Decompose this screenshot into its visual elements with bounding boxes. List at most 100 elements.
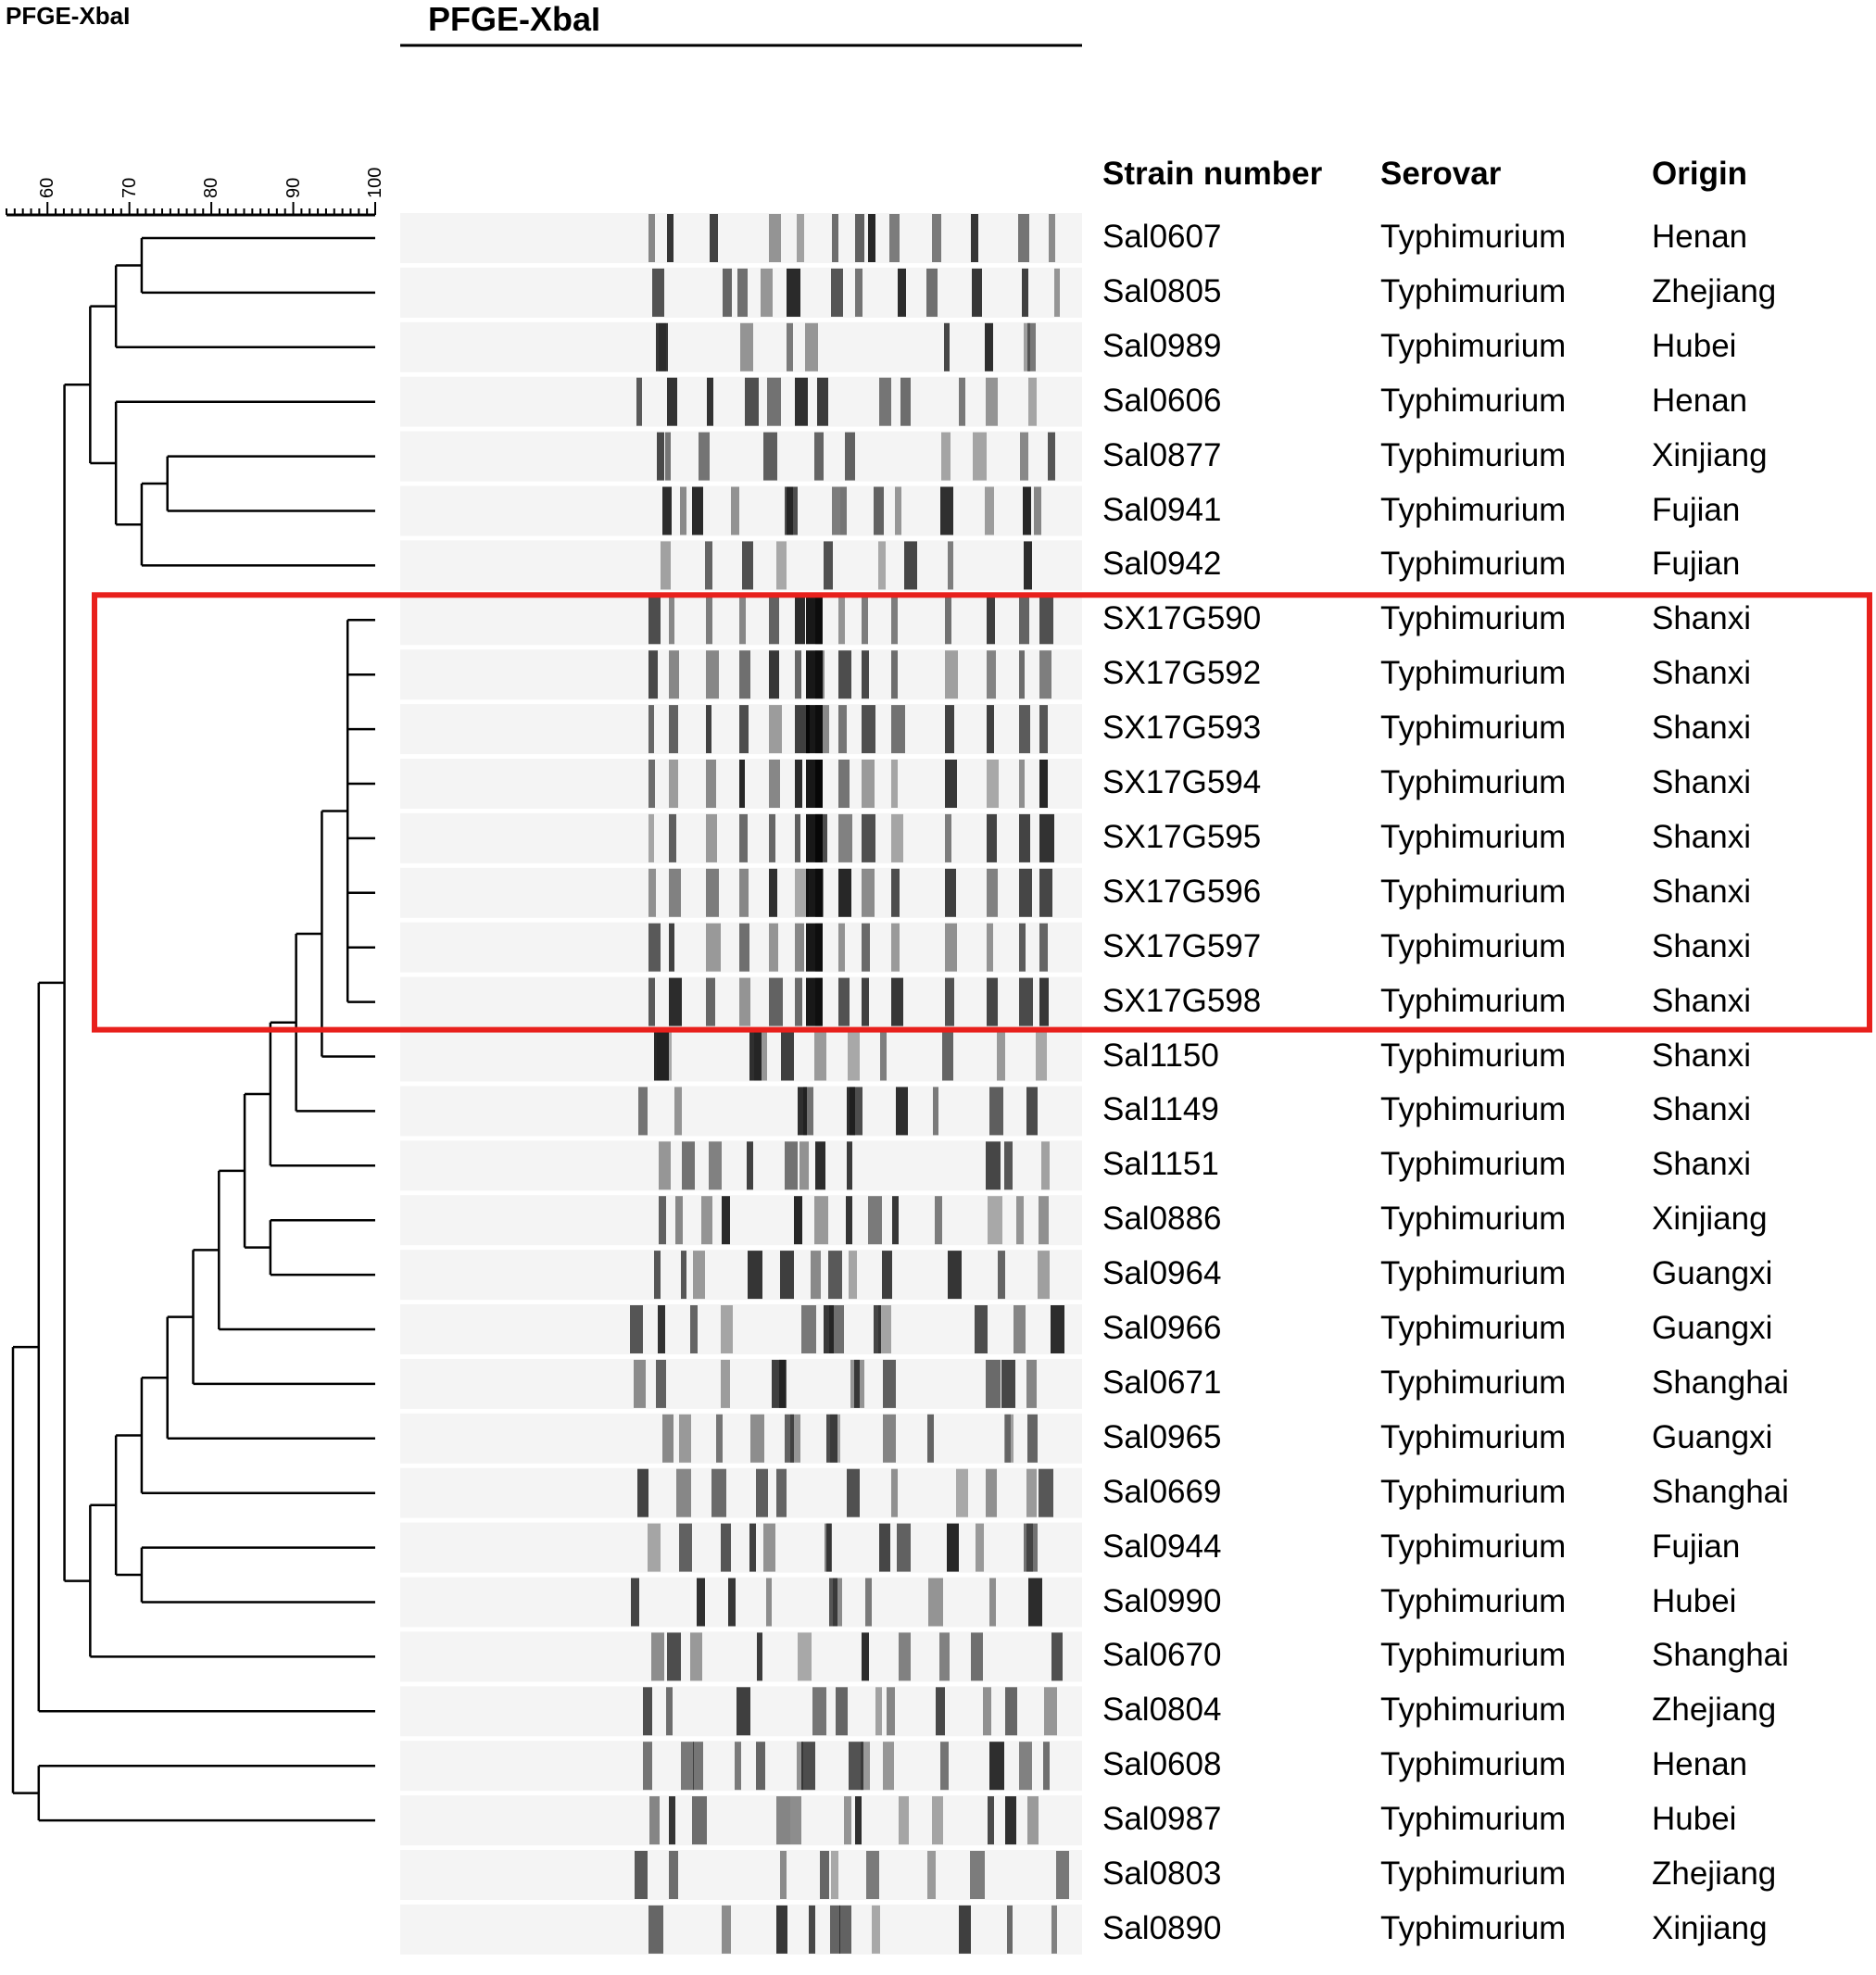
origin-cell: Fujian	[1652, 1528, 1741, 1565]
gel-band	[798, 1632, 812, 1681]
gel-band	[648, 760, 655, 808]
gel-band	[787, 486, 793, 535]
gel-band	[895, 486, 901, 535]
gel-band	[849, 1742, 863, 1791]
gel-band	[739, 596, 746, 645]
gel-band	[985, 486, 994, 535]
gel-band	[800, 1141, 809, 1190]
gel-band	[756, 1468, 768, 1517]
gel-band	[875, 1687, 882, 1736]
gel-band	[652, 268, 664, 317]
gel-band	[648, 1523, 661, 1572]
gel-band	[635, 1851, 648, 1899]
serovar-cell: Typhimurium	[1380, 219, 1567, 255]
origin-cell: Xinjiang	[1652, 1201, 1768, 1238]
gel-band	[945, 760, 957, 808]
gel-band	[973, 432, 987, 481]
gel-band	[745, 377, 759, 426]
gel-band	[855, 214, 864, 262]
gel-band	[1038, 1251, 1050, 1300]
gel-band	[1048, 432, 1055, 481]
gel-band	[739, 813, 748, 862]
gel-band	[659, 322, 666, 371]
gel-band	[739, 977, 750, 1026]
gel-band	[722, 1196, 730, 1245]
gel-band	[839, 1905, 851, 1954]
gel-band	[666, 1687, 673, 1736]
gel-band	[854, 1359, 860, 1408]
gel-band	[891, 977, 903, 1026]
gel-band	[648, 214, 655, 262]
gel-band	[1056, 1851, 1069, 1899]
gel-band	[947, 1523, 959, 1572]
gel-band	[959, 377, 965, 426]
strain-number-cell: Sal0942	[1102, 546, 1222, 583]
gel-band	[785, 1141, 798, 1190]
gel-band	[891, 596, 898, 645]
gel-band	[636, 377, 642, 426]
gel-band	[795, 760, 802, 808]
gel-band	[669, 596, 674, 645]
serovar-cell: Typhimurium	[1380, 1364, 1567, 1401]
gel-band	[862, 977, 869, 1026]
gel-band	[1041, 1141, 1050, 1190]
strain-number-cell: Sal1150	[1102, 1037, 1219, 1074]
gel-lane	[400, 485, 1082, 536]
gel-band	[742, 541, 753, 590]
gel-band	[648, 977, 655, 1026]
gel-band	[806, 596, 823, 645]
gel-lane	[400, 922, 1082, 973]
gel-band	[657, 432, 664, 481]
gel-band	[840, 486, 847, 535]
gel-band	[805, 322, 818, 371]
gel-band	[769, 977, 783, 1026]
gel-band	[868, 1196, 882, 1245]
serovar-cell: Typhimurium	[1380, 710, 1567, 747]
gel-band	[878, 541, 886, 590]
gel-band	[829, 1305, 844, 1353]
origin-cell: Shanxi	[1652, 1146, 1752, 1183]
gel-band	[769, 923, 778, 972]
gel-lane-background	[400, 1413, 1082, 1464]
origin-cell: Shanxi	[1652, 982, 1752, 1019]
gel-band	[855, 268, 862, 317]
gel-band	[662, 1414, 674, 1463]
origin-cell: Xinjiang	[1652, 1909, 1768, 1946]
header-origin: Origin	[1652, 156, 1748, 192]
gel-band	[1039, 650, 1051, 699]
gel-band	[878, 1305, 891, 1353]
gel-band	[1019, 1742, 1032, 1791]
gel-band	[769, 760, 780, 808]
gel-lane	[400, 213, 1082, 263]
gel-band	[872, 1905, 880, 1954]
gel-band	[987, 923, 993, 972]
gel-band	[679, 1414, 691, 1463]
gel-band	[731, 486, 739, 535]
corner-title: PFGE-XbaI	[6, 2, 131, 30]
gel-band	[945, 813, 951, 862]
origin-cell: Henan	[1652, 1746, 1748, 1783]
strain-number-cell: SX17G590	[1102, 600, 1262, 637]
main-title: PFGE-XbaI	[428, 0, 601, 38]
gel-band	[1019, 650, 1025, 699]
gel-band	[844, 1796, 851, 1845]
gel-band	[801, 1742, 815, 1791]
gel-band	[697, 1578, 705, 1627]
gel-band	[674, 1087, 682, 1136]
gel-band	[883, 1414, 896, 1463]
serovar-cell: Typhimurium	[1380, 1473, 1567, 1510]
gel-band	[795, 977, 802, 1026]
strain-number-cell: Sal0941	[1102, 491, 1222, 528]
origin-cell: Fujian	[1652, 546, 1741, 583]
serovar-cell: Typhimurium	[1380, 818, 1567, 855]
gel-band	[1054, 268, 1060, 317]
gel-band	[656, 1359, 666, 1408]
gel-band	[1039, 813, 1054, 862]
gel-band	[754, 1032, 767, 1081]
gel-band	[898, 268, 906, 317]
gel-lane	[400, 267, 1082, 318]
gel-band	[891, 1468, 898, 1517]
gel-band	[812, 1687, 826, 1736]
gel-band	[1014, 1305, 1026, 1353]
gel-band	[987, 813, 997, 862]
